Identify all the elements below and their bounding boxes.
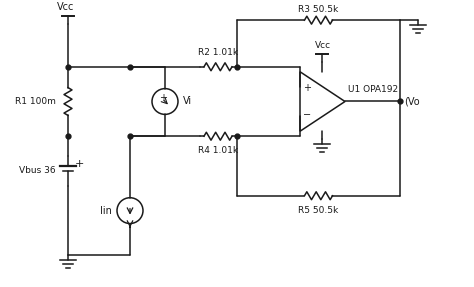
Text: R1 100m: R1 100m [15,97,56,106]
Text: R4 1.01k: R4 1.01k [198,146,238,155]
Text: Vbus 36: Vbus 36 [19,166,56,175]
Text: +: + [159,92,167,102]
Text: Vcc: Vcc [314,41,330,50]
Text: Vcc: Vcc [57,2,75,12]
Text: −: − [303,110,311,120]
Text: (Vo: (Vo [404,96,419,106]
Text: +: + [303,83,311,93]
Text: R5 50.5k: R5 50.5k [298,206,338,215]
Text: R3 50.5k: R3 50.5k [298,5,338,14]
Text: Vi: Vi [183,96,192,106]
Text: R2 1.01k: R2 1.01k [198,48,238,57]
Text: Iin: Iin [100,205,112,216]
Text: U1 OPA192: U1 OPA192 [348,85,398,94]
Text: +: + [75,159,84,169]
